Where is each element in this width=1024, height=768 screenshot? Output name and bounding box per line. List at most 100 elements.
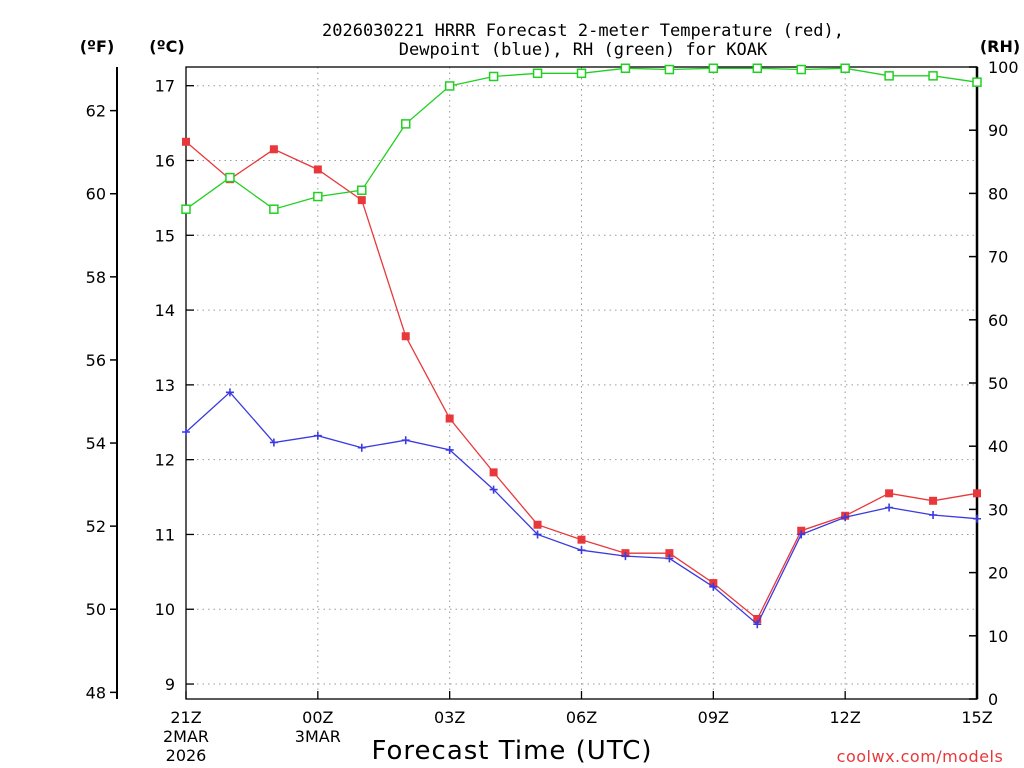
fahrenheit-unit-label: (ºF) <box>80 37 115 56</box>
x-tick-label: 12Z <box>830 708 861 727</box>
fahrenheit-tick-label: 62 <box>86 102 106 121</box>
x-tick-label: 21Z <box>170 708 201 727</box>
dewpoint-point <box>182 427 190 436</box>
celsius-tick-label: 14 <box>155 301 175 320</box>
x-tick-label: 09Z <box>698 708 729 727</box>
celsius-tick-label: 9 <box>165 675 175 694</box>
fahrenheit-tick-label: 48 <box>86 683 106 702</box>
fahrenheit-tick-label: 56 <box>86 351 106 370</box>
celsius-tick-label: 11 <box>155 525 175 544</box>
dewpoint-point <box>225 388 234 397</box>
rh-point <box>884 71 894 81</box>
x-axis-label: Forecast Time (UTC) <box>371 736 652 766</box>
dewpoint-point <box>665 554 674 563</box>
data-series <box>181 63 982 629</box>
x-tick-year: 2026 <box>166 746 207 765</box>
rh-tick-label: 70 <box>988 248 1008 267</box>
temperature-point <box>269 145 278 154</box>
rh-point <box>576 68 587 79</box>
x-tick-label: 06Z <box>566 708 597 727</box>
rh-tick-label: 50 <box>988 374 1008 393</box>
temperature-point <box>753 614 762 623</box>
temperature-point <box>313 165 322 174</box>
rh-point <box>225 172 235 183</box>
fahrenheit-tick-label: 52 <box>86 517 106 536</box>
celsius-tick-label: 10 <box>155 600 175 619</box>
celsius-tick-label: 13 <box>155 376 175 395</box>
x-tick-date: 2MAR <box>163 727 209 746</box>
rh-unit-label: (RH) <box>980 37 1020 56</box>
fahrenheit-tick-label: 54 <box>86 434 106 453</box>
chart-subtitle: Dewpoint (blue), RH (green) for KOAK <box>399 40 768 60</box>
dewpoint-point <box>533 530 542 539</box>
dewpoint-point <box>401 436 410 445</box>
temperature-point <box>182 137 190 146</box>
fahrenheit-tick-label: 50 <box>86 600 106 619</box>
dewpoint-point <box>885 503 894 512</box>
dewpoint-point <box>313 431 322 440</box>
chart-title: 2026030221 HRRR Forecast 2-meter Tempera… <box>322 21 844 41</box>
rh-point <box>708 63 719 74</box>
dewpoint-point <box>753 620 762 629</box>
temperature-point <box>929 496 938 505</box>
dewpoint-point <box>841 513 850 522</box>
rh-tick-label: 20 <box>988 564 1008 583</box>
rh-point <box>620 63 631 74</box>
x-tick-date: 3MAR <box>295 727 341 746</box>
rh-tick-label: 30 <box>988 500 1008 519</box>
rh-tick-label: 90 <box>988 121 1008 140</box>
rh-point <box>400 119 411 129</box>
credit-link[interactable]: coolwx.com/models <box>837 747 1004 766</box>
celsius-tick-label: 15 <box>155 226 175 245</box>
x-tick-label: 03Z <box>434 708 465 727</box>
temperature-point <box>885 489 894 498</box>
temperature-point <box>577 535 586 544</box>
celsius-tick-label: 17 <box>155 77 175 96</box>
rh-tick-label: 40 <box>988 437 1008 456</box>
dewpoint-point <box>577 546 586 555</box>
rh-point <box>928 71 938 81</box>
temperature-point <box>665 549 674 558</box>
rh-tick-label: 0 <box>988 690 998 709</box>
dewpoint-point <box>709 582 718 591</box>
temperature-point <box>401 332 410 341</box>
rh-point <box>972 77 982 87</box>
rh-point <box>796 64 806 75</box>
rh-tick-label: 100 <box>988 58 1019 77</box>
dewpoint-point <box>797 530 806 539</box>
temperature-point <box>445 414 454 423</box>
fahrenheit-tick-label: 60 <box>86 185 106 204</box>
dewpoint-point <box>621 552 630 561</box>
rh-tick-label: 60 <box>988 311 1008 330</box>
rh-point <box>181 204 191 214</box>
fahrenheit-tick-label: 58 <box>86 268 106 287</box>
rh-point <box>532 68 543 79</box>
dewpoint-point <box>445 445 454 454</box>
rh-point <box>313 191 323 202</box>
celsius-tick-label: 16 <box>155 151 175 170</box>
x-tick-label: 15Z <box>961 708 992 727</box>
rh-tick-label: 10 <box>988 627 1008 646</box>
rh-point <box>488 71 499 82</box>
temperature-point <box>489 468 498 477</box>
temperature-point <box>357 196 366 205</box>
dewpoint-point <box>489 485 498 494</box>
dewpoint-point <box>269 438 278 447</box>
dewpoint-point <box>973 514 981 523</box>
rh-point <box>752 63 763 74</box>
celsius-unit-label: (ºC) <box>149 37 184 56</box>
grid-lines <box>186 67 977 699</box>
celsius-tick-label: 12 <box>155 451 175 470</box>
rh-point <box>840 63 850 74</box>
rh-point <box>269 204 279 214</box>
rh-point <box>444 81 455 91</box>
temperature-point <box>973 489 981 498</box>
rh-tick-label: 80 <box>988 184 1008 203</box>
x-tick-label: 00Z <box>302 708 333 727</box>
rh-point <box>357 185 367 195</box>
dewpoint-point <box>929 511 938 520</box>
dewpoint-point <box>357 443 366 452</box>
rh-point <box>664 64 675 75</box>
axes: 9 10 11 12 13 14 15 16 17 48 50 52 54 56 58 60 62 0 10 20 30… <box>86 58 1019 765</box>
